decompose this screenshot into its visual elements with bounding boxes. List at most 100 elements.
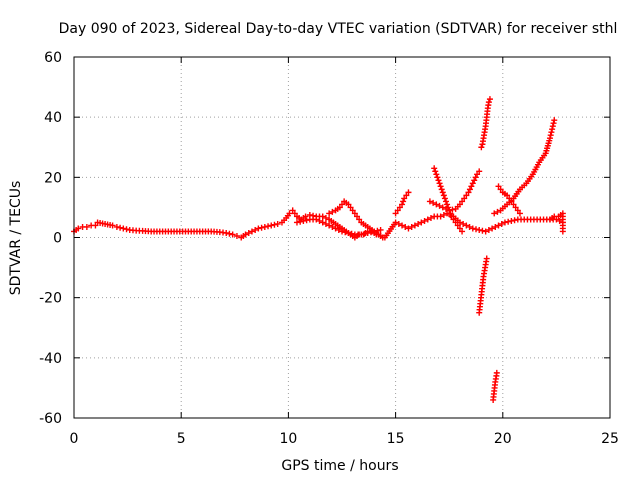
data-point xyxy=(411,222,418,229)
x-tick-label: 10 xyxy=(279,431,297,447)
data-point xyxy=(319,213,326,220)
y-tick-label: 40 xyxy=(44,110,62,126)
data-point xyxy=(440,192,447,199)
data-point xyxy=(553,216,560,223)
data-point xyxy=(329,208,336,215)
data-point xyxy=(437,183,444,190)
data-point xyxy=(289,207,296,214)
data-point xyxy=(113,223,120,230)
data-point xyxy=(461,195,468,202)
data-point xyxy=(395,220,402,227)
data-point xyxy=(506,195,513,202)
data-point xyxy=(354,213,361,220)
y-tick-label: -20 xyxy=(39,291,62,307)
data-point xyxy=(226,230,233,237)
data-point xyxy=(322,220,329,227)
data-point xyxy=(400,198,407,205)
data-point xyxy=(446,207,453,214)
data-point xyxy=(345,201,352,208)
y-tick-label: -40 xyxy=(39,351,62,367)
data-point xyxy=(471,177,478,184)
data-point xyxy=(549,123,556,130)
data-point xyxy=(495,183,502,190)
data-point xyxy=(550,120,557,127)
data-point xyxy=(463,192,470,199)
data-point xyxy=(434,174,441,181)
data-point xyxy=(293,219,300,226)
data-point xyxy=(472,174,479,181)
data-point xyxy=(379,234,386,241)
data-point xyxy=(549,126,556,133)
data-point xyxy=(485,226,492,233)
data-point xyxy=(399,222,406,229)
data-point xyxy=(313,216,320,223)
data-point xyxy=(396,204,403,211)
data-point xyxy=(498,220,505,227)
chart-title: Day 090 of 2023, Sidereal Day-to-day VTE… xyxy=(59,21,618,37)
data-point xyxy=(117,224,124,231)
data-point xyxy=(271,221,278,228)
data-point xyxy=(486,96,493,103)
data-point xyxy=(242,231,249,238)
x-tick-label: 25 xyxy=(601,431,619,447)
data-point xyxy=(459,228,466,235)
data-point xyxy=(516,210,523,217)
y-tick-label: 20 xyxy=(44,170,62,186)
data-point xyxy=(505,218,512,225)
data-point xyxy=(421,217,428,224)
data-point xyxy=(437,213,444,220)
data-point xyxy=(468,183,475,190)
data-point xyxy=(291,210,298,217)
data-point xyxy=(274,220,281,227)
data-point xyxy=(302,213,309,220)
data-point xyxy=(377,226,384,233)
data-point xyxy=(439,189,446,196)
data-point xyxy=(491,210,498,217)
data-point xyxy=(493,369,500,376)
data-point xyxy=(433,171,440,178)
data-point xyxy=(356,216,363,223)
data-point xyxy=(339,228,345,235)
data-point xyxy=(456,225,463,232)
data-point xyxy=(392,219,399,226)
data-point xyxy=(92,222,99,229)
tick-labels: 0 5 10 15 20 25 -60 -40 -20 0 20 40 60 xyxy=(39,50,619,447)
data-point xyxy=(474,171,481,178)
data-point xyxy=(430,199,437,206)
data-point xyxy=(109,222,116,229)
data-point xyxy=(497,186,504,193)
data-point xyxy=(401,195,408,202)
data-point xyxy=(364,229,371,236)
data-point xyxy=(351,210,358,217)
y-tick-label: 0 xyxy=(53,231,62,247)
data-point xyxy=(495,222,502,229)
data-point xyxy=(463,222,470,229)
data-point xyxy=(326,222,333,229)
data-point xyxy=(261,223,268,230)
data-point xyxy=(286,210,293,217)
data-point xyxy=(123,226,130,233)
data-point xyxy=(460,220,467,227)
data-point xyxy=(444,201,451,208)
data-point xyxy=(258,224,265,231)
data-point xyxy=(476,168,483,175)
data-point xyxy=(349,207,356,214)
data-point xyxy=(418,219,425,226)
data-point xyxy=(556,217,563,224)
data-point xyxy=(514,207,521,214)
y-tick-label: -60 xyxy=(39,411,62,427)
data-point xyxy=(508,198,515,205)
data-point xyxy=(297,218,304,225)
y-tick-label: 60 xyxy=(44,50,62,66)
data-point xyxy=(494,208,501,215)
data-point xyxy=(473,226,479,233)
data-point xyxy=(431,165,438,172)
data-point xyxy=(548,129,555,136)
data-point xyxy=(342,229,349,236)
data-point xyxy=(459,198,466,205)
data-point xyxy=(439,204,446,211)
data-point xyxy=(248,228,255,235)
data-points xyxy=(71,96,566,403)
x-axis-label: GPS time / hours xyxy=(281,458,398,474)
data-point xyxy=(436,202,443,209)
